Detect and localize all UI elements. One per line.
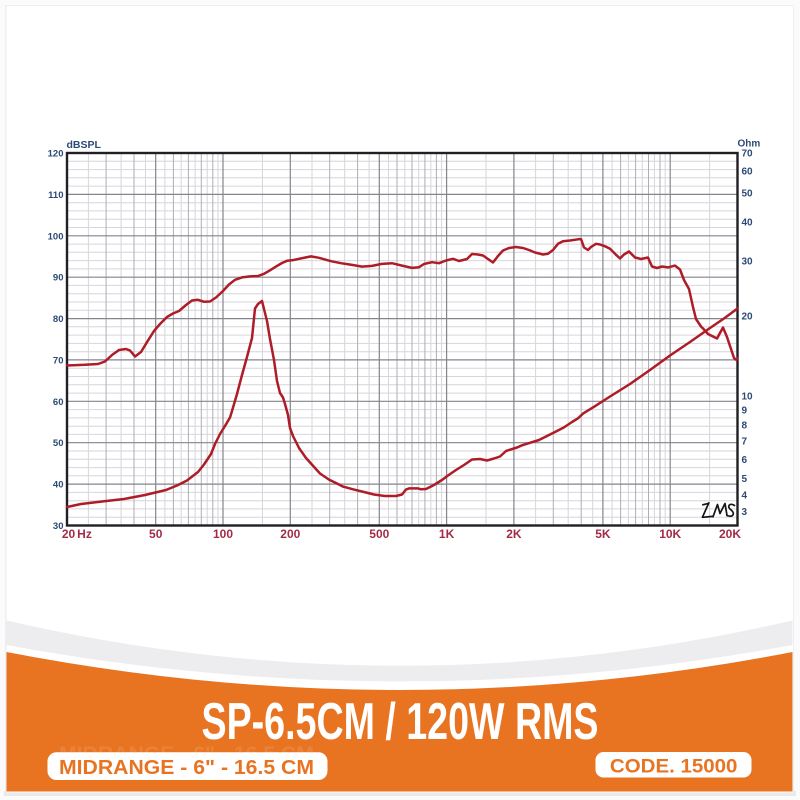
svg-text:10K: 10K — [659, 527, 681, 541]
svg-text:120: 120 — [48, 149, 64, 160]
svg-text:90: 90 — [53, 273, 64, 284]
svg-text:50: 50 — [53, 438, 64, 449]
svg-text:100: 100 — [48, 231, 64, 242]
svg-text:60: 60 — [742, 167, 754, 178]
svg-text:9: 9 — [742, 406, 748, 417]
svg-text:110: 110 — [48, 190, 63, 201]
svg-text:1K: 1K — [439, 527, 455, 541]
svg-text:30: 30 — [742, 257, 754, 268]
svg-text:5K: 5K — [595, 527, 611, 541]
svg-text:60: 60 — [53, 397, 64, 408]
svg-text:2K: 2K — [506, 527, 522, 541]
svg-text:100: 100 — [213, 527, 233, 541]
svg-text:40: 40 — [742, 218, 754, 229]
svg-text:SP-6.5CM / 120W RMS: SP-6.5CM / 120W RMS — [202, 692, 599, 750]
svg-text:30: 30 — [53, 521, 64, 532]
svg-text:Hz: Hz — [77, 527, 92, 541]
svg-text:70: 70 — [53, 355, 64, 366]
svg-text:3: 3 — [742, 507, 748, 518]
svg-text:dBSPL: dBSPL — [67, 139, 102, 151]
svg-text:40: 40 — [53, 480, 64, 491]
svg-text:500: 500 — [369, 527, 389, 541]
svg-text:6: 6 — [742, 455, 748, 466]
svg-text:8: 8 — [742, 421, 748, 432]
svg-text:50: 50 — [149, 527, 163, 541]
svg-text:Ohm: Ohm — [738, 139, 761, 150]
svg-text:4: 4 — [742, 491, 748, 502]
svg-text:5: 5 — [742, 474, 748, 485]
svg-text:200: 200 — [280, 527, 300, 541]
svg-text:7: 7 — [742, 437, 748, 448]
svg-text:10: 10 — [742, 392, 754, 403]
svg-text:MIDRANGE - 6" - 16.5 CM: MIDRANGE - 6" - 16.5 CM — [59, 756, 314, 779]
svg-text:CODE. 15000: CODE. 15000 — [610, 756, 738, 777]
svg-text:20K: 20K — [719, 527, 741, 541]
svg-text:20: 20 — [62, 527, 76, 541]
svg-text:80: 80 — [53, 314, 64, 325]
svg-text:50: 50 — [742, 189, 754, 200]
svg-text:70: 70 — [742, 149, 754, 160]
svg-text:20: 20 — [742, 312, 754, 323]
